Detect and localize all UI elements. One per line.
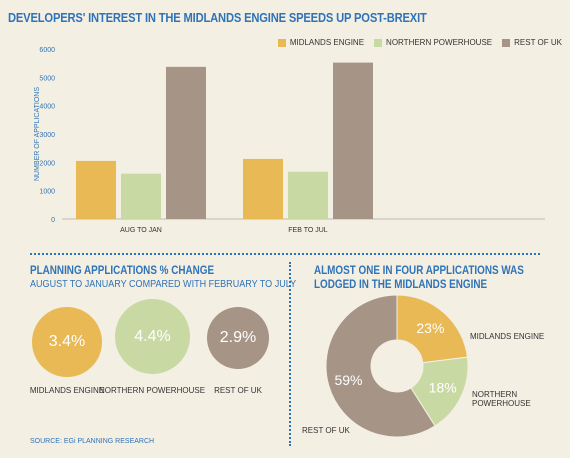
donut-title-line2: LODGED IN THE MIDLANDS ENGINE [314, 279, 488, 291]
donut-section-title: ALMOST ONE IN FOUR APPLICATIONS WAS LODG… [314, 264, 524, 292]
legend-item-midlands: MIDLANDS ENGINE [277, 38, 365, 47]
legend-label-midlands: MIDLANDS ENGINE [289, 38, 365, 47]
legend-swatch-northern [374, 38, 383, 47]
bar-midlands-0 [76, 160, 116, 219]
bar-midlands-1 [243, 158, 283, 219]
donut-slice-northern [410, 356, 469, 427]
donut-value-midlands: 23% [416, 320, 444, 336]
y-tick-label: 0 [51, 217, 55, 224]
donut-value-northern: 18% [429, 380, 457, 396]
x-category-label: AUG TO JAN [120, 227, 162, 234]
bubble-label-northern: NORTHERN POWERHOUSE [98, 386, 206, 395]
donut-value-rest: 59% [334, 372, 362, 388]
bar-northern-1 [288, 171, 328, 219]
legend-label-rest: REST OF UK [514, 38, 562, 47]
bubble-section-title: PLANNING APPLICATIONS % CHANGE [30, 265, 215, 277]
legend-swatch-midlands [277, 38, 286, 47]
bubble-midlands: 3.4% [32, 307, 102, 377]
source-note: SOURCE: EGi PLANNING RESEARCH [30, 438, 155, 445]
donut-label-rest: REST OF UK [302, 426, 350, 435]
donut-slice-rest [325, 294, 436, 438]
legend-swatch-rest [502, 38, 511, 47]
donut-label-midlands: MIDLANDS ENGINE [470, 332, 545, 341]
bar-chart: 0 1000 2000 3000 4000 5000 6000 NUMBER OF APPLI… [34, 47, 545, 234]
bubble-label-midlands: MIDLANDS ENGINE [29, 386, 105, 395]
y-tick-label: 6000 [39, 47, 55, 54]
legend-item-rest: REST OF UK [502, 38, 562, 47]
bar-northern-0 [121, 173, 161, 219]
x-category-label: FEB TO JUL [288, 227, 328, 234]
bar-rest-1 [333, 62, 373, 219]
y-tick-label: 2000 [39, 160, 55, 167]
chart-title: DEVELOPERS' INTEREST IN THE MIDLANDS ENG… [8, 10, 427, 25]
donut-slice-midlands [396, 294, 468, 364]
bubble-northern: 4.4% [115, 299, 190, 374]
bubble-value-midlands: 3.4% [48, 333, 86, 350]
bubble-rest: 2.9% [207, 307, 269, 369]
y-axis-label: NUMBER OF APPLICATIONS [34, 87, 41, 181]
section-divider-vertical [289, 262, 291, 446]
bubble-section-subtitle: AUGUST TO JANUARY COMPARED WITH FEBRUARY… [30, 278, 297, 290]
bubble-label-rest: REST OF UK [214, 386, 262, 395]
section-divider-horizontal [30, 253, 540, 255]
bubble-value-rest: 2.9% [219, 329, 257, 346]
donut-label-northern: NORTHERN POWERHOUSE [472, 390, 531, 408]
y-tick-label: 4000 [39, 104, 55, 111]
y-tick-label: 5000 [39, 75, 55, 82]
donut-title-line1: ALMOST ONE IN FOUR APPLICATIONS WAS [314, 265, 524, 277]
y-tick-label: 3000 [39, 132, 55, 139]
y-tick-label: 1000 [39, 189, 55, 196]
legend-label-northern: NORTHERN POWERHOUSE [386, 38, 493, 47]
bubble-value-northern: 4.4% [134, 327, 171, 345]
bar-legend: MIDLANDS ENGINE NORTHERN POWERHOUSE REST… [277, 38, 562, 47]
legend-item-northern: NORTHERN POWERHOUSE [374, 38, 492, 47]
bar-rest-0 [166, 66, 206, 219]
